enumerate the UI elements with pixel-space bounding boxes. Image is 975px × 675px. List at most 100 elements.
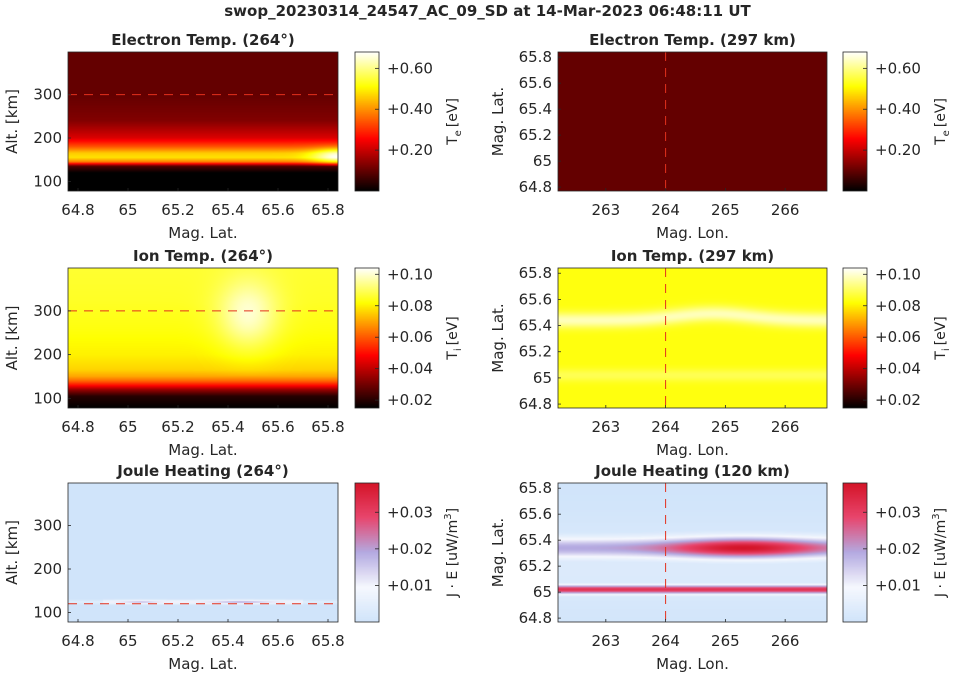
x-axis-label: Mag. Lon. — [656, 655, 729, 673]
heatmap-image — [68, 268, 338, 408]
x-tick-label: 65.2 — [161, 201, 194, 219]
panel-title: Joule Heating (120 km) — [594, 462, 790, 480]
y-axis-label: Mag. Lat. — [489, 518, 507, 587]
axes-frame — [557, 267, 828, 409]
colorbar-tick-label: +0.02 — [387, 391, 433, 409]
electron-temp-altitude-panel: Electron Temp. (264°) 64.8 65 65.2 65.4 65.6 6… — [3, 31, 464, 242]
x-tick-label: 65 — [118, 201, 137, 219]
colorbar-tick-label: +0.40 — [875, 100, 921, 118]
colorbar: +0.02 +0.04 +0.06 +0.08 +0.10 Ti[eV] — [842, 265, 952, 409]
panel-title: Electron Temp. (297 km) — [589, 31, 796, 49]
y-tick-label: 300 — [33, 517, 62, 535]
y-tick-label: 300 — [33, 302, 62, 320]
x-tick-label: 65.2 — [161, 418, 194, 436]
colorbar-frame — [354, 482, 380, 623]
colorbar: +0.20 +0.40 +0.60 Te[eV] — [842, 51, 952, 192]
panel-title: Ion Temp. (297 km) — [611, 247, 774, 265]
axes-frame — [557, 51, 828, 192]
colorbar-tick-label: +0.04 — [875, 360, 921, 378]
heatmap-image — [68, 52, 338, 191]
y-tick-label: 200 — [33, 560, 62, 578]
x-axis-label: Mag. Lat. — [168, 441, 237, 459]
colorbar: +0.01 +0.02 +0.03 J · E [uW/m3] — [354, 482, 461, 623]
x-tick-label: 265 — [711, 201, 740, 219]
x-tick-label: 263 — [592, 632, 621, 650]
x-tick-label: 265 — [711, 632, 740, 650]
y-tick-label: 200 — [33, 129, 62, 147]
colorbar: +0.01 +0.02 +0.03 J · E [uW/m3] — [842, 482, 949, 623]
electron-temp-latlon-panel: Electron Temp. (297 km) 263 264 265 266 64.8 6… — [489, 31, 952, 242]
y-axis-label: Mag. Lat. — [489, 87, 507, 156]
x-tick-label: 265 — [711, 418, 740, 436]
colorbar-tick-label: +0.02 — [387, 540, 433, 558]
heatmap-image — [558, 268, 827, 408]
colorbar-tick-label: +0.10 — [387, 265, 433, 283]
colorbar-tick-label: +0.06 — [387, 328, 433, 346]
heatmap-image — [558, 483, 827, 622]
colorbar-tick-label: +0.10 — [875, 265, 921, 283]
figure-title: swop_20230314_24547_AC_09_SD at 14-Mar-2… — [224, 2, 751, 20]
y-tick-label: 64.8 — [519, 609, 552, 627]
y-tick-label: 65 — [533, 152, 552, 170]
axes-frame — [557, 482, 828, 623]
colorbar-label: Ti[eV] — [933, 316, 952, 360]
colorbar-tick-label: +0.20 — [387, 141, 433, 159]
colorbar-tick-label: +0.20 — [875, 141, 921, 159]
ion-temp-altitude-panel: Ion Temp. (264°) 64.8 65 65.2 65.4 65.6 65.8 10… — [3, 247, 464, 459]
x-tick-label: 65.8 — [311, 632, 344, 650]
colorbar-gradient — [355, 268, 379, 408]
y-axis-label: Alt. [km] — [3, 520, 21, 585]
colorbar-tick-label: +0.40 — [387, 100, 433, 118]
y-tick-label: 64.8 — [519, 178, 552, 196]
colorbar-frame — [842, 51, 868, 192]
y-axis-label: Mag. Lat. — [489, 303, 507, 372]
colorbar-gradient — [843, 268, 867, 408]
x-axis-label: Mag. Lon. — [656, 441, 729, 459]
heatmap-image — [68, 483, 338, 622]
x-tick-label: 65.2 — [161, 632, 194, 650]
y-tick-label: 65.6 — [519, 505, 552, 523]
colorbar-frame — [354, 267, 380, 409]
y-tick-label: 65.8 — [519, 479, 552, 497]
colorbar-frame — [354, 51, 380, 192]
colorbar: +0.20 +0.40 +0.60 Te[eV] — [354, 51, 464, 192]
x-tick-label: 65.6 — [261, 418, 294, 436]
y-tick-label: 65 — [533, 583, 552, 601]
colorbar-label: Te[eV] — [445, 98, 464, 146]
x-tick-label: 266 — [771, 632, 800, 650]
y-tick-label: 65.6 — [519, 74, 552, 92]
y-tick-label: 65 — [533, 369, 552, 387]
x-tick-label: 266 — [771, 201, 800, 219]
colorbar-frame — [842, 267, 868, 409]
x-tick-label: 64.8 — [61, 418, 94, 436]
x-tick-label: 266 — [771, 418, 800, 436]
x-tick-label: 264 — [651, 418, 680, 436]
y-tick-label: 64.8 — [519, 395, 552, 413]
colorbar-gradient — [355, 52, 379, 191]
y-tick-label: 65.8 — [519, 48, 552, 66]
x-tick-label: 264 — [651, 632, 680, 650]
x-tick-label: 65 — [118, 632, 137, 650]
y-tick-label: 300 — [33, 86, 62, 104]
axes-frame — [67, 482, 339, 623]
y-tick-label: 65.8 — [519, 264, 552, 282]
x-tick-label: 65.6 — [261, 632, 294, 650]
colorbar-tick-label: +0.02 — [875, 391, 921, 409]
y-tick-label: 100 — [33, 172, 62, 190]
x-axis-label: Mag. Lon. — [656, 224, 729, 242]
axes-frame — [67, 51, 339, 192]
colorbar-label: J · E [uW/m3] — [443, 508, 461, 598]
x-axis-label: Mag. Lat. — [168, 224, 237, 242]
y-tick-label: 65.2 — [519, 557, 552, 575]
x-tick-label: 264 — [651, 201, 680, 219]
y-tick-label: 65.2 — [519, 343, 552, 361]
colorbar-tick-label: +0.08 — [875, 297, 921, 315]
x-tick-label: 65.8 — [311, 201, 344, 219]
colorbar-tick-label: +0.01 — [875, 576, 921, 594]
colorbar-tick-label: +0.60 — [387, 59, 433, 77]
y-tick-label: 65.4 — [519, 317, 552, 335]
x-tick-label: 65.4 — [211, 418, 244, 436]
x-tick-label: 65.8 — [311, 418, 344, 436]
y-tick-label: 100 — [33, 389, 62, 407]
colorbar-tick-label: +0.03 — [875, 503, 921, 521]
